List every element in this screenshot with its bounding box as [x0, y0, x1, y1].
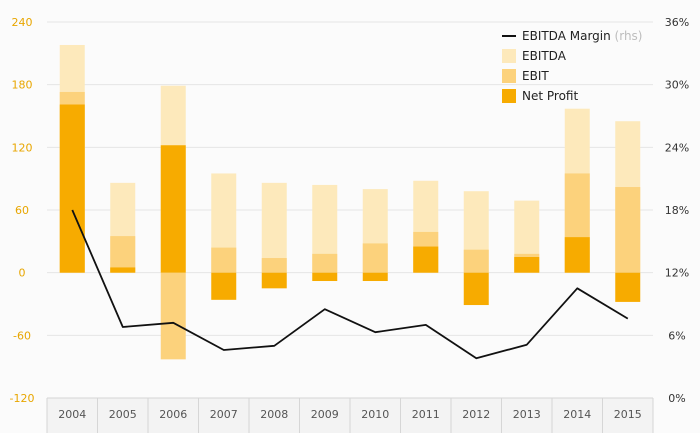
- right-tick-label: 0%: [668, 392, 685, 405]
- left-tick-label: -120: [10, 392, 35, 405]
- legend-label-suffix: (rhs): [611, 29, 643, 43]
- bar-ebit-2005: [110, 236, 136, 273]
- left-tick-label: 120: [12, 141, 33, 154]
- x-tick-label: 2014: [563, 408, 591, 421]
- x-tick-label: 2005: [109, 408, 137, 421]
- legend-swatch-net-profit: [502, 89, 516, 103]
- right-tick-label: 6%: [668, 329, 685, 342]
- bar-net-profit-2012: [463, 272, 489, 306]
- right-tick-label: 36%: [665, 16, 689, 29]
- x-tick-label: 2010: [361, 408, 389, 421]
- bar-net-profit-2013: [514, 257, 540, 273]
- margin-line: [71, 209, 629, 360]
- legend-label-net-profit: Net Profit: [522, 89, 578, 103]
- right-tick-label: 30%: [665, 79, 689, 92]
- bars: [59, 44, 641, 360]
- bar-net-profit-2009: [312, 272, 338, 282]
- right-axis-ticks: 36% 30% 24% 18% 12% 6% 0%: [665, 16, 689, 405]
- x-tick-label: 2006: [159, 408, 187, 421]
- left-tick-label: 60: [15, 204, 29, 217]
- bar-net-profit-2015: [615, 272, 641, 302]
- legend-swatch-ebitda: [502, 49, 516, 63]
- legend-swatch-ebit: [502, 69, 516, 83]
- left-tick-label: 240: [12, 16, 33, 29]
- bar-ebit-2012: [463, 249, 489, 273]
- legend: EBITDA Margin (rhs) EBITDA EBIT Net Profit: [502, 29, 643, 103]
- left-axis-ticks: 240 180 120 60 0 -60 -120: [10, 16, 35, 405]
- x-tick-label: 2008: [260, 408, 288, 421]
- x-tick-label: 2011: [412, 408, 440, 421]
- x-tick-label: 2015: [614, 408, 642, 421]
- bar-ebit-2007: [211, 247, 237, 273]
- bar-net-profit-2005: [110, 267, 136, 273]
- bar-ebit-2010: [362, 243, 388, 273]
- bar-net-profit-2011: [413, 246, 439, 273]
- bar-net-profit-2010: [362, 272, 388, 282]
- legend-label-ebitda: EBITDA: [522, 49, 567, 63]
- bar-ebit-2008: [261, 258, 287, 273]
- legend-label-ebitda-margin: EBITDA Margin (rhs): [522, 29, 643, 43]
- right-tick-label: 24%: [665, 141, 689, 154]
- bar-net-profit-2008: [261, 272, 287, 289]
- bar-net-profit-2004: [59, 104, 85, 273]
- x-tick-label: 2004: [58, 408, 86, 421]
- legend-label-ebit: EBIT: [522, 69, 549, 83]
- gridlines: [47, 21, 653, 336]
- bar-net-profit-2006: [160, 145, 186, 273]
- bar-net-profit-2007: [211, 272, 237, 300]
- left-tick-label: 180: [12, 79, 33, 92]
- x-tick-label: 2012: [462, 408, 490, 421]
- line-ebitda-margin: [71, 209, 629, 360]
- bar-ebit-2015: [615, 187, 641, 273]
- right-tick-label: 18%: [665, 204, 689, 217]
- left-tick-label: 0: [19, 267, 26, 280]
- bar-ebitda-2008: [261, 182, 287, 273]
- x-axis-ticks: 2004 2005 2006 2007 2008 2009 2010 2011 2012 2013…: [58, 408, 642, 421]
- bar-ebit-2009: [312, 253, 338, 273]
- bar-net-profit-2014: [564, 237, 590, 273]
- x-tick-label: 2009: [311, 408, 339, 421]
- left-tick-label: -60: [13, 329, 31, 342]
- right-tick-label: 12%: [665, 267, 689, 280]
- bar-ebit-2006: [160, 272, 186, 360]
- x-axis-cells: [46, 397, 654, 433]
- x-tick-label: 2013: [513, 408, 541, 421]
- x-tick-label: 2007: [210, 408, 238, 421]
